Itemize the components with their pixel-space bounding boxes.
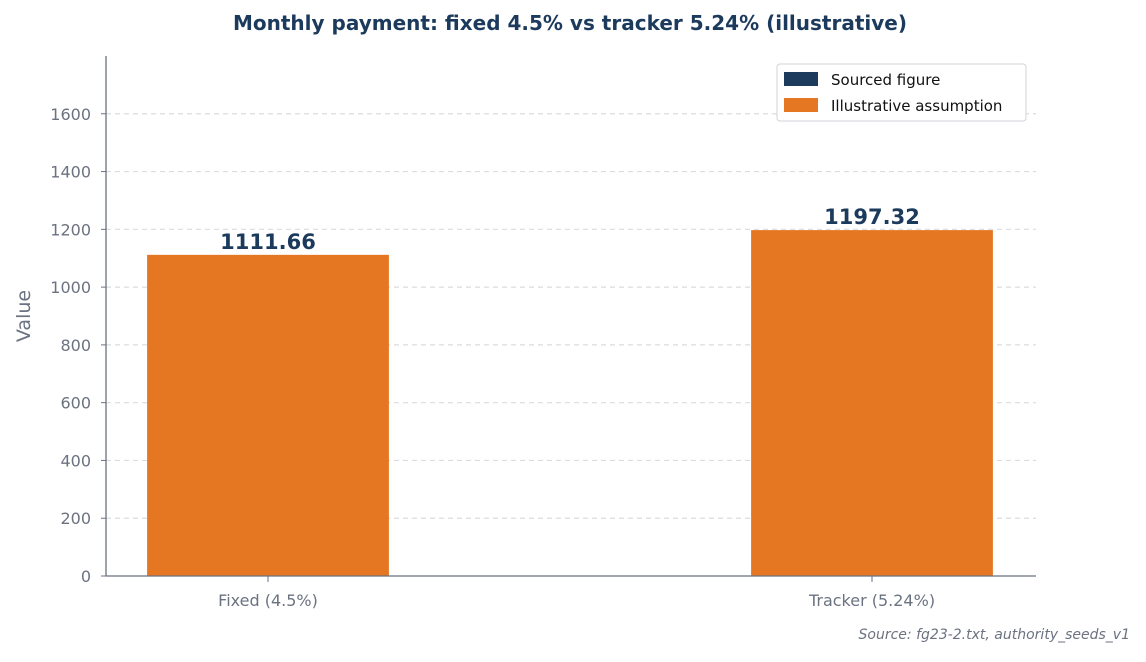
y-tick-label: 0 xyxy=(81,567,91,586)
legend: Sourced figure Illustrative assumption xyxy=(776,63,1027,122)
y-tick-label: 200 xyxy=(60,509,91,528)
y-tick-label: 600 xyxy=(60,394,91,413)
y-tick-label: 1200 xyxy=(50,220,91,239)
legend-label: Sourced figure xyxy=(831,71,940,89)
y-tick-label: 1600 xyxy=(50,105,91,124)
source-note: Source: fg23-2.txt, authority_seeds_v1 xyxy=(859,627,1130,643)
bar xyxy=(751,230,993,577)
y-tick-label: 1400 xyxy=(50,163,91,182)
x-tick-label: Tracker (5.24%) xyxy=(808,591,935,610)
bar xyxy=(147,254,389,577)
y-tick-label: 1000 xyxy=(50,278,91,297)
y-tick-label: 400 xyxy=(60,451,91,470)
chart-title: Monthly payment: fixed 4.5% vs tracker 5… xyxy=(233,11,907,35)
legend-swatch xyxy=(784,98,818,112)
legend-label: Illustrative assumption xyxy=(831,97,1002,115)
axes: 0 200 400 600 800 1000 1200 1400 1600 Fixed (4.5%… xyxy=(50,56,1036,610)
data-label: 1197.32 xyxy=(824,205,920,229)
data-label: 1111.66 xyxy=(220,230,316,254)
legend-box xyxy=(776,63,1027,122)
x-tick-label: Fixed (4.5%) xyxy=(218,591,318,610)
data-labels: 1111.66 1197.32 xyxy=(220,205,920,254)
y-tick-label: 800 xyxy=(60,336,91,355)
legend-swatch xyxy=(784,72,818,86)
bars xyxy=(147,230,993,577)
y-axis-label: Value xyxy=(13,290,35,342)
